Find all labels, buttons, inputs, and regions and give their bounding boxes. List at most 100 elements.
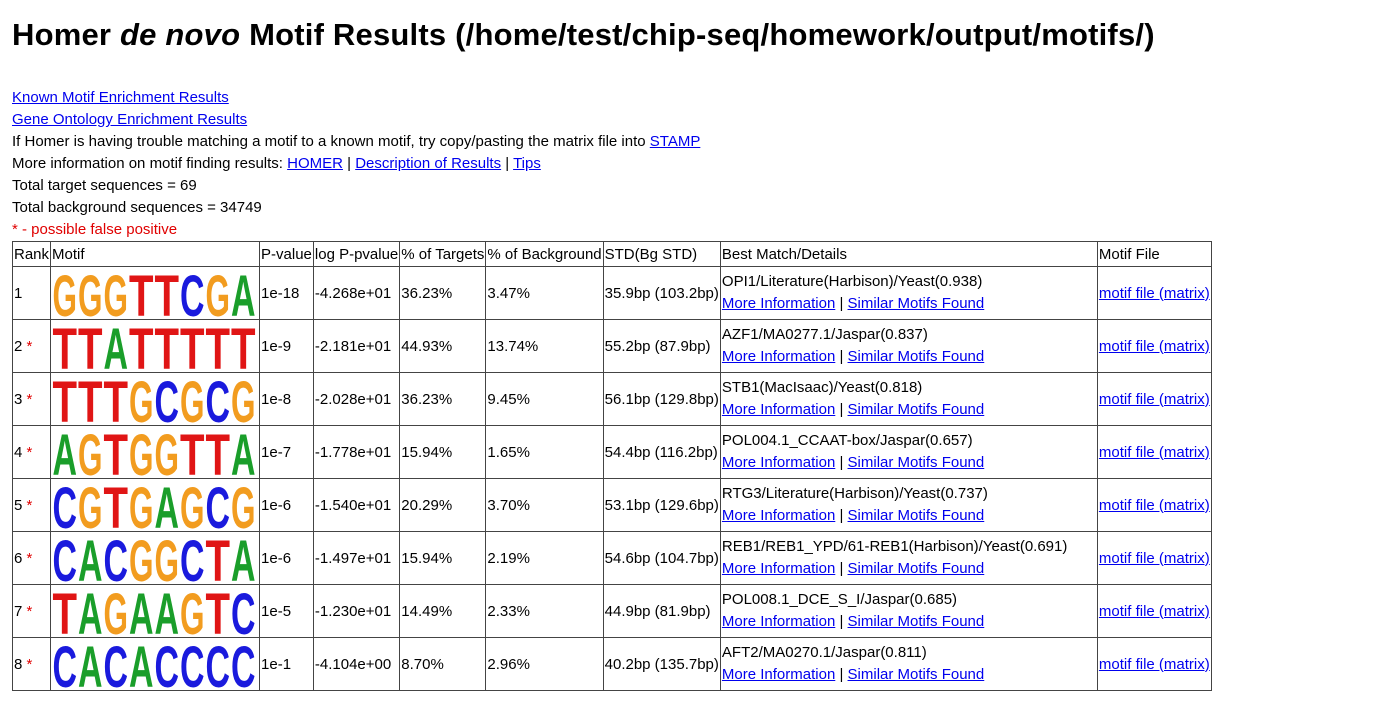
motif-logo-letter: A xyxy=(231,427,256,477)
best-match-cell: OPI1/Literature(Harbison)/Yeast(0.938) Mo… xyxy=(719,266,1098,320)
pvalue-cell: 1e-9 xyxy=(259,319,314,373)
similar-motifs-link[interactable]: Similar Motifs Found xyxy=(847,401,985,418)
best-match-cell: AFT2/MA0270.1/Jaspar(0.811) More Informat… xyxy=(719,637,1098,691)
motif-logo-letter: T xyxy=(180,427,205,477)
false-positive-note: * - possible false positive xyxy=(12,221,178,238)
motif-logo-letter: T xyxy=(129,321,154,371)
motif-file-link[interactable]: motif file (matrix) xyxy=(1098,655,1210,673)
motif-file-link[interactable]: motif file (matrix) xyxy=(1098,337,1210,355)
std-cell: 54.6bp (104.7bp) xyxy=(602,531,721,585)
motif-file-link[interactable]: motif file (matrix) xyxy=(1098,443,1210,461)
more-information-link[interactable]: More Information xyxy=(721,560,836,577)
similar-motifs-link[interactable]: Similar Motifs Found xyxy=(847,295,985,312)
stamp-line: If Homer is having trouble matching a mo… xyxy=(12,133,701,150)
motif-logo-letter: T xyxy=(129,268,154,318)
more-information-link[interactable]: More Information xyxy=(721,295,836,312)
motif-logo-letter: T xyxy=(53,374,78,424)
std-cell: 54.4bp (116.2bp) xyxy=(602,425,721,479)
targets-cell: 15.94% xyxy=(399,425,487,479)
motif-file-link[interactable]: motif file (matrix) xyxy=(1098,549,1210,567)
motif-file-link[interactable]: motif file (matrix) xyxy=(1098,496,1210,514)
motif-file-cell: motif file (matrix) xyxy=(1096,584,1212,638)
motif-logo-letter: G xyxy=(129,533,154,583)
homer-link[interactable]: HOMER xyxy=(287,155,343,172)
std-cell: 53.1bp (129.6bp) xyxy=(602,478,721,532)
targets-cell: 44.93% xyxy=(399,319,487,373)
rank-value: 2 xyxy=(14,337,23,355)
more-information-link[interactable]: More Information xyxy=(721,348,836,365)
motif-logo-letter: C xyxy=(231,639,256,689)
more-information-link[interactable]: More Information xyxy=(721,401,836,418)
targets-cell: 36.23% xyxy=(399,266,487,320)
more-information-link[interactable]: More Information xyxy=(721,613,836,630)
header-std: STD(Bg STD) xyxy=(602,241,721,267)
pvalue-cell: 1e-1 xyxy=(259,637,314,691)
background-cell: 13.74% xyxy=(485,319,604,373)
motif-file-link[interactable]: motif file (matrix) xyxy=(1098,284,1210,302)
stamp-link[interactable]: STAMP xyxy=(649,133,701,150)
tips-link[interactable]: Tips xyxy=(513,155,541,172)
motif-logo-letter: G xyxy=(206,268,231,318)
best-match-name: AFT2/MA0270.1/Jaspar(0.811) xyxy=(721,644,927,661)
motif-logo-letter: T xyxy=(104,427,128,477)
motif-file-cell: motif file (matrix) xyxy=(1096,319,1212,373)
similar-motifs-link[interactable]: Similar Motifs Found xyxy=(847,666,985,683)
table-row: 7 * T A G A A G T C 1e-5 -1.230e+01 14.49% 2.33% 44.9… xyxy=(11,584,1212,638)
gene-ontology-link[interactable]: Gene Ontology Enrichment Results xyxy=(12,111,248,128)
background-cell: 2.33% xyxy=(485,584,604,638)
background-cell: 3.47% xyxy=(485,266,604,320)
motif-file-cell: motif file (matrix) xyxy=(1096,478,1212,532)
similar-motifs-link[interactable]: Similar Motifs Found xyxy=(847,454,985,471)
similar-motifs-link[interactable]: Similar Motifs Found xyxy=(847,613,985,630)
std-cell: 35.9bp (103.2bp) xyxy=(602,266,721,320)
motif-logo-letter: A xyxy=(78,533,103,583)
motif-logo-letter: C xyxy=(180,533,205,583)
similar-motifs-link[interactable]: Similar Motifs Found xyxy=(847,560,985,577)
rank-value: 6 xyxy=(14,549,23,567)
more-information-link[interactable]: More Information xyxy=(721,454,836,471)
motif-logo-letter: T xyxy=(180,321,205,371)
motif-logo-letter: C xyxy=(206,374,231,424)
header-background: % of Background xyxy=(485,241,604,267)
similar-motifs-link[interactable]: Similar Motifs Found xyxy=(847,348,985,365)
motif-logo-letter: A xyxy=(104,321,128,371)
more-information-link[interactable]: More Information xyxy=(721,666,836,683)
more-information-link[interactable]: More Information xyxy=(721,507,836,524)
best-match-name: POL008.1_DCE_S_I/Jaspar(0.685) xyxy=(721,591,958,608)
motif-logo-letter: G xyxy=(155,533,180,583)
motif-logo-letter: G xyxy=(78,480,103,530)
rank-cell: 7 * xyxy=(11,584,52,638)
rank-value: 7 xyxy=(14,602,23,620)
false-positive-star: * xyxy=(22,549,33,567)
motif-file-link[interactable]: motif file (matrix) xyxy=(1098,602,1210,620)
similar-motifs-link[interactable]: Similar Motifs Found xyxy=(847,507,985,524)
best-match-cell: STB1(MacIsaac)/Yeast(0.818) More Informat… xyxy=(719,372,1098,426)
std-cell: 55.2bp (87.9bp) xyxy=(602,319,721,373)
motif-logo-letter: T xyxy=(78,374,103,424)
motif-logo-letter: G xyxy=(180,586,205,636)
motif-logo-letter: T xyxy=(53,321,78,371)
motif-logo-letter: T xyxy=(206,586,231,636)
background-cell: 1.65% xyxy=(485,425,604,479)
table-header-row: Rank Motif P-value log P-pvalue % of Tar… xyxy=(11,241,1212,267)
known-motif-link[interactable]: Known Motif Enrichment Results xyxy=(12,89,229,106)
rank-value: 3 xyxy=(14,390,23,408)
info-line: More information on motif finding result… xyxy=(12,155,541,172)
targets-cell: 15.94% xyxy=(399,531,487,585)
rank-cell: 5 * xyxy=(11,478,52,532)
targets-cell: 20.29% xyxy=(399,478,487,532)
best-match-cell: POL008.1_DCE_S_I/Jaspar(0.685) More Infor… xyxy=(719,584,1098,638)
motif-results-table: Rank Motif P-value log P-pvalue % of Tar… xyxy=(11,241,1212,691)
rank-cell: 2 * xyxy=(11,319,52,373)
motif-logo-letter: T xyxy=(231,321,256,371)
description-link[interactable]: Description of Results xyxy=(355,155,502,172)
motif-file-link[interactable]: motif file (matrix) xyxy=(1098,390,1210,408)
table-row: 8 * C A C A C C C C 1e-1 -4.104e+00 8.70% 2.96% 40.2b… xyxy=(11,637,1212,691)
